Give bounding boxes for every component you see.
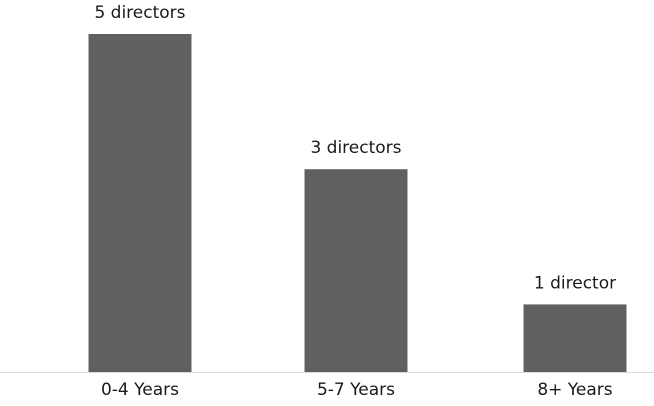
bar <box>88 34 192 372</box>
x-tick-label: 5-7 Years <box>317 380 395 400</box>
bar <box>304 169 408 372</box>
value-label: 5 directors <box>94 3 185 23</box>
bar <box>523 304 627 372</box>
x-tick-label: 0-4 Years <box>101 380 179 400</box>
value-label: 1 director <box>534 273 616 293</box>
value-label: 3 directors <box>310 138 401 158</box>
x-tick-label: 8+ Years <box>537 380 612 400</box>
